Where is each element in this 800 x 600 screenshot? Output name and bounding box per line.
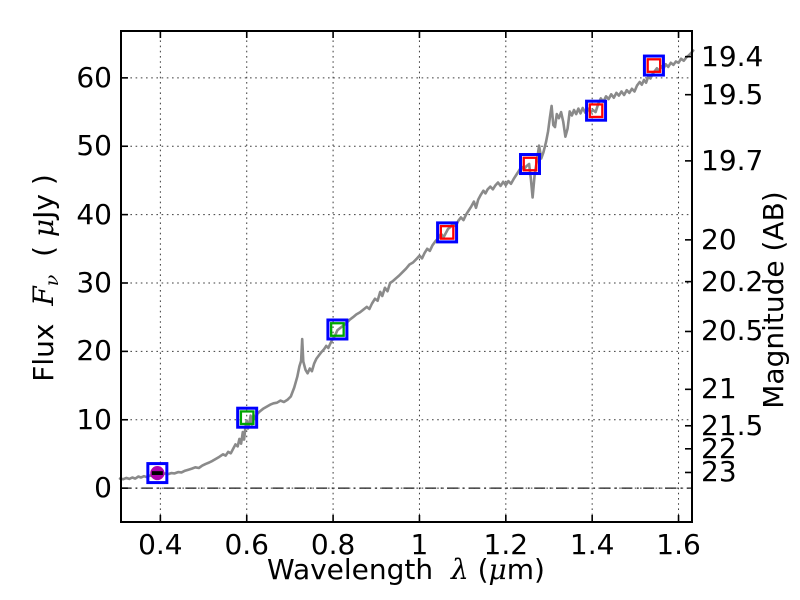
flux-tick-label-50: 50	[76, 129, 112, 163]
x-tick-label-0.8: 0.8	[310, 528, 356, 561]
photometry-errorbar	[151, 471, 163, 475]
mag-tick-label-20.5: 20.5	[701, 314, 764, 348]
y-axis-right-label: Magnitude (AB)	[757, 191, 790, 409]
axis-label-part: μ	[488, 553, 507, 586]
mag-tick-label-20.2: 20.2	[701, 264, 764, 298]
axes-spines	[120, 30, 693, 523]
x-tick-label-1: 1	[410, 528, 429, 561]
y-axis-left-label: Flux Fν ( μJy )	[26, 174, 64, 382]
photometry-inner-square-marker	[646, 58, 662, 73]
x-tick-label-1.6: 1.6	[656, 528, 701, 561]
photometry-outer-square-marker	[436, 221, 459, 244]
axis-label-part: m)	[506, 553, 545, 586]
axis-label-part: Wavelength	[267, 553, 451, 586]
photometry-inner-square-marker	[330, 322, 345, 337]
flux-tick-label-10: 10	[76, 402, 112, 436]
x-tick-label-1.4: 1.4	[569, 528, 615, 561]
photometry-inner-square-marker	[588, 103, 604, 119]
mag-tick-label-19.4: 19.4	[701, 39, 764, 73]
spectrum-line	[118, 49, 695, 481]
axis-label-part: (	[468, 553, 489, 586]
flux-tick-label-30: 30	[76, 265, 112, 299]
mag-tick-label-23: 23	[701, 455, 737, 489]
axis-label-part: λ	[450, 553, 469, 586]
flux-tick-label-0: 0	[94, 471, 112, 505]
axis-label-part: μ	[26, 218, 60, 238]
mag-tick-label-21: 21	[701, 372, 737, 406]
photometry-outer-square-marker	[642, 54, 665, 77]
photometry-outer-square-marker	[518, 153, 541, 176]
mag-tick-label-19.7: 19.7	[701, 143, 764, 177]
flux-tick-label-60: 60	[76, 60, 112, 94]
axis-label-part: Flux	[26, 305, 60, 382]
x-tick-label-1.2: 1.2	[483, 528, 529, 561]
photometry-outer-square-marker	[236, 406, 259, 429]
axis-label-part: (	[26, 237, 60, 275]
axis-label-part: Jy )	[26, 174, 60, 219]
axis-label-part: F	[26, 286, 60, 306]
axis-label-part: ν	[41, 274, 64, 287]
photometry-outer-square-marker	[326, 318, 349, 341]
photometry-inner-square-marker	[239, 410, 255, 426]
x-tick-label-0.6: 0.6	[224, 528, 269, 561]
photometry-inner-square-marker	[522, 156, 538, 172]
mag-tick-label-20: 20	[701, 222, 737, 256]
photometry-outer-square-marker	[146, 462, 169, 485]
x-tick-label-0.4: 0.4	[138, 528, 183, 561]
photometry-inner-square-marker	[439, 224, 455, 240]
mag-tick-label-21.5: 21.5	[701, 408, 764, 442]
mag-tick-label-22: 22	[701, 431, 737, 465]
photometry-outer-square-marker	[585, 99, 608, 122]
mag-tick-label-19.5: 19.5	[701, 77, 764, 111]
x-axis-label: Wavelength λ (μm)	[267, 556, 545, 584]
flux-tick-label-20: 20	[76, 334, 112, 368]
flux-tick-label-40: 40	[76, 197, 112, 231]
